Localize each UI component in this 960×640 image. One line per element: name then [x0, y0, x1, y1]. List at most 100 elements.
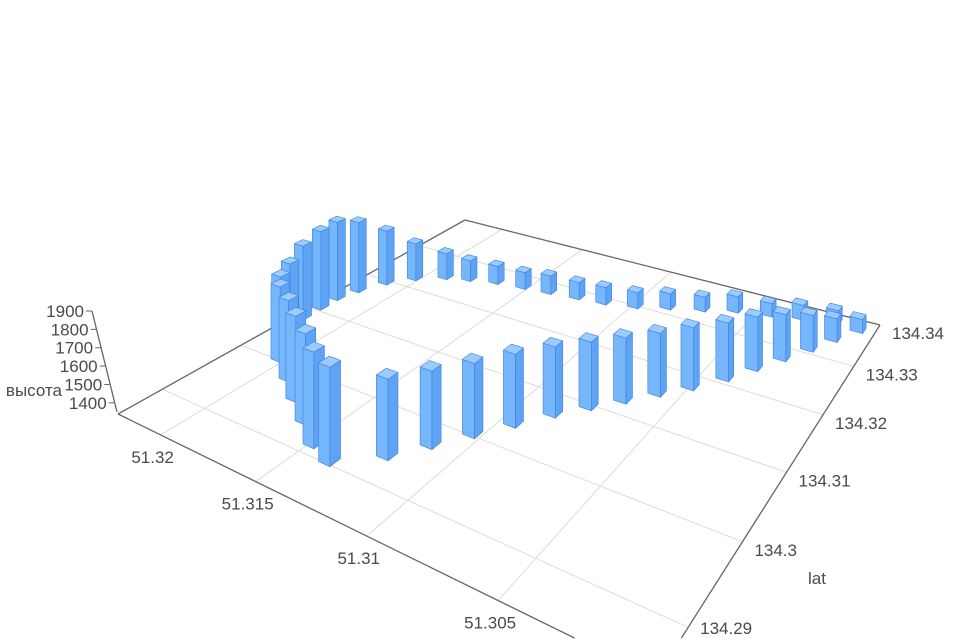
- bar-side-face: [812, 310, 818, 353]
- bar-top-face: [578, 332, 599, 343]
- z-tick-label: 1800: [51, 320, 89, 339]
- bar-side-face: [431, 364, 442, 450]
- z-tick-label: 1700: [55, 339, 93, 358]
- bar-top-face: [791, 297, 809, 306]
- floor-edge: [680, 324, 881, 639]
- y-tick-label: 134.3: [754, 541, 797, 560]
- z-tick-label: 1600: [60, 357, 98, 376]
- bar: [328, 215, 346, 302]
- bar-side-face: [329, 360, 341, 467]
- z-tick-label: 1500: [64, 375, 102, 394]
- bar-top-face: [280, 256, 300, 265]
- bar: [378, 224, 395, 286]
- bar: [715, 313, 735, 383]
- bar-top-face: [278, 291, 299, 301]
- bar: [659, 286, 676, 311]
- floor-edge: [464, 219, 881, 326]
- bar-side-face: [446, 249, 454, 281]
- bar-side-face: [358, 218, 367, 294]
- bar-top-face: [715, 313, 735, 324]
- bar-top-face: [270, 278, 290, 288]
- bar-front-face: [462, 359, 475, 440]
- bar-top-face: [542, 336, 564, 348]
- bar-top-face: [302, 341, 325, 353]
- bar-side-face: [660, 327, 667, 398]
- bar-side-face: [386, 227, 395, 286]
- y-tick-label: 134.29: [700, 619, 752, 638]
- bar-top-face: [328, 215, 346, 223]
- bar-front-face: [800, 312, 814, 353]
- bar-top-face: [406, 237, 424, 245]
- bar: [462, 352, 484, 440]
- y-tick-label: 134.34: [892, 324, 944, 343]
- bar-front-face: [824, 315, 838, 343]
- bar: [800, 306, 818, 353]
- bar: [515, 265, 532, 290]
- bar-front-face: [568, 279, 580, 301]
- bar-front-face: [627, 289, 639, 310]
- bar-top-face: [726, 289, 744, 298]
- bar-top-face: [376, 367, 399, 380]
- y-axis-label: lat: [808, 569, 826, 588]
- bar-side-face: [387, 372, 399, 462]
- bar-top-face: [659, 286, 676, 295]
- bar: [726, 289, 744, 314]
- bar-top-face: [378, 224, 395, 232]
- bar: [647, 323, 667, 398]
- z-axis-line: [91, 310, 118, 413]
- bar: [406, 237, 424, 282]
- bar-top-face: [800, 306, 818, 316]
- bar-side-face: [337, 218, 346, 302]
- bar: [437, 247, 454, 281]
- bar: [627, 285, 644, 310]
- bar-top-face: [503, 343, 524, 355]
- bar-front-face: [540, 273, 552, 295]
- bar: [312, 225, 330, 311]
- bar-top-face: [462, 352, 484, 364]
- bar-side-face: [757, 311, 763, 372]
- bar-front-face: [406, 241, 417, 282]
- z-tick-label: 1400: [69, 394, 107, 413]
- bar-top-face: [568, 275, 586, 284]
- bar-top-face: [826, 302, 843, 312]
- bar: [540, 269, 557, 295]
- x-tick-label: 51.31: [337, 549, 380, 568]
- bar-side-face: [415, 239, 424, 282]
- bar-side-face: [785, 309, 791, 363]
- bar: [349, 216, 367, 294]
- bar-front-face: [515, 269, 526, 290]
- bar-side-face: [625, 331, 633, 405]
- bar: [760, 295, 777, 318]
- bar: [419, 360, 442, 450]
- bar: [318, 355, 341, 467]
- bar: [824, 310, 842, 343]
- bar-front-face: [595, 284, 607, 306]
- bar-front-face: [503, 349, 516, 429]
- bar-side-face: [693, 321, 700, 392]
- bar-front-face: [659, 290, 671, 311]
- bar-front-face: [647, 329, 661, 398]
- bar-top-face: [627, 285, 644, 294]
- bar: [542, 336, 564, 419]
- bar-top-face: [540, 269, 557, 277]
- bar-front-face: [488, 263, 499, 285]
- bar-top-face: [595, 280, 612, 289]
- bar-front-face: [578, 338, 592, 412]
- bar: [578, 332, 599, 412]
- bar-front-face: [318, 362, 331, 467]
- bar: [849, 311, 867, 334]
- bar-top-face: [488, 259, 505, 267]
- bar-side-face: [591, 336, 599, 412]
- bar-front-face: [419, 366, 433, 450]
- bar-top-face: [294, 323, 317, 335]
- bar-top-face: [760, 295, 777, 305]
- bar-side-face: [555, 340, 564, 419]
- bar: [772, 305, 791, 363]
- bar-top-face: [680, 318, 700, 329]
- bar-top-face: [294, 239, 312, 247]
- bar-side-face: [728, 317, 735, 383]
- x-tick-label: 51.32: [131, 448, 174, 467]
- bar-top-face: [515, 265, 532, 274]
